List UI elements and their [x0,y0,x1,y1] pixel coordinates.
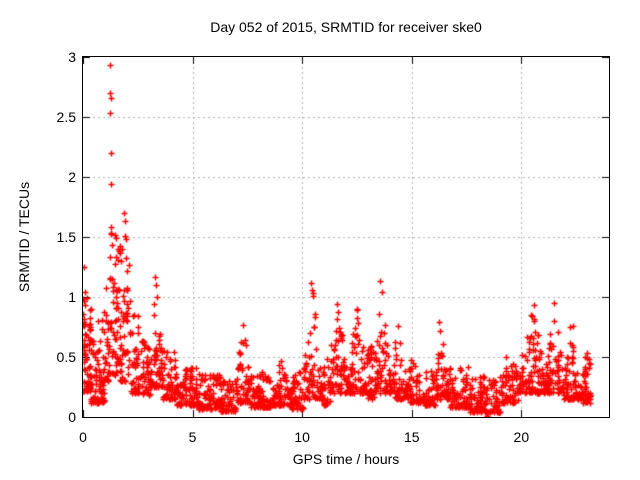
x-tick-label: 5 [188,429,197,445]
y-tick-label: 3 [68,49,76,65]
plot-area [82,56,610,418]
y-tick-label: 0.5 [56,349,76,365]
y-tick-label: 1 [68,289,76,305]
x-tick-label: 15 [403,429,420,445]
y-tick-label: 2.5 [56,109,76,125]
x-tick-label: 0 [79,429,87,445]
chart-title: Day 052 of 2015, SRMTID for receiver ske… [210,19,482,35]
y-tick-label: 0 [68,409,76,425]
y-tick-label: 2 [68,169,76,185]
x-tick-label: 10 [294,429,310,445]
scatter-canvas [83,57,609,417]
x-axis-label: GPS time / hours [292,451,400,467]
y-tick-label: 1.5 [56,229,76,245]
x-tick-label: 20 [513,429,530,445]
